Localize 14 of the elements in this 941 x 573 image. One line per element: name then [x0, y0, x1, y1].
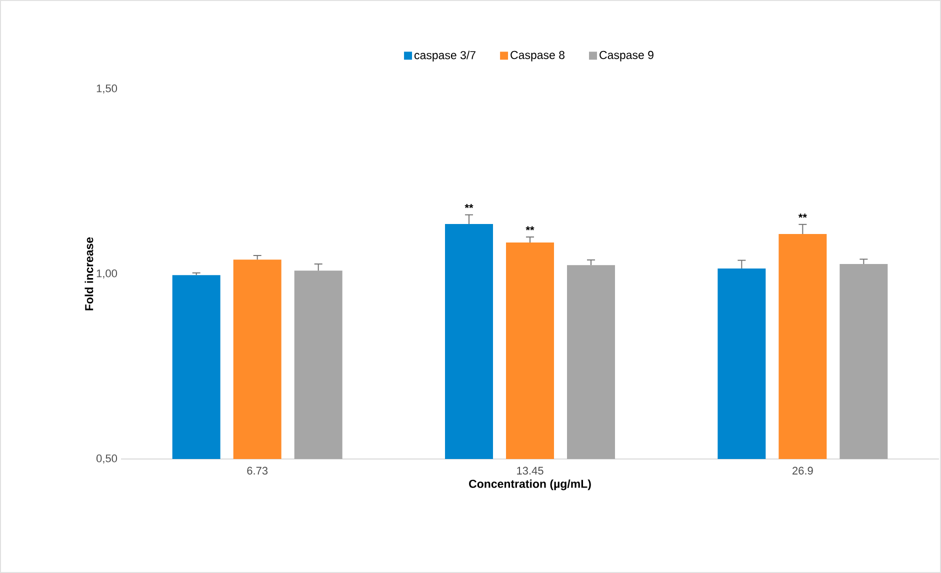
x-tick-label: 6.73 — [247, 466, 268, 475]
annotation: ** — [798, 214, 807, 218]
annotation: ** — [526, 226, 534, 230]
x-tick-label: 26.9 — [792, 466, 813, 475]
y-tick-label: 0,50 — [96, 454, 118, 464]
y-tick-label: 1,50 — [96, 84, 118, 94]
legend-label: Caspase 8 — [510, 50, 564, 62]
x-axis-title: Concentration (µg/mL) — [469, 479, 591, 490]
y-tick-label: 1,00 — [96, 269, 118, 279]
y-axis-title: Fold increase — [84, 237, 94, 310]
legend-label: caspase 3/7 — [414, 50, 476, 62]
legend-label: Caspase 9 — [600, 50, 654, 62]
x-tick-label: 13.45 — [517, 466, 544, 475]
annotation: ** — [464, 204, 474, 208]
